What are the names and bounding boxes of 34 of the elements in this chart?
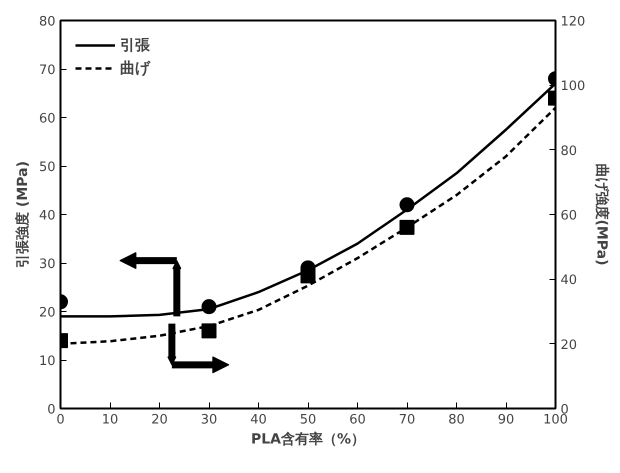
y2-tick-label: 20	[560, 338, 578, 353]
y-tick-label: 40	[38, 208, 56, 224]
legend-label: 曲げ	[120, 58, 150, 78]
x-tick-label: 70	[398, 412, 416, 428]
y-tick-label: 70	[38, 63, 56, 78]
y2-tick-label: 100	[560, 79, 586, 94]
y2-axis-title: 曲げ強度(MPa)	[593, 163, 610, 266]
point	[202, 299, 216, 314]
x-tick-label: 30	[200, 412, 218, 428]
legend-label: 引張	[120, 36, 150, 54]
x-tick-label: 20	[151, 412, 168, 428]
x-tick-label: 50	[300, 412, 316, 428]
x-tick-label: 90	[498, 412, 514, 428]
x-tick-label: 80	[448, 412, 465, 428]
x-tick-label: 40	[250, 412, 267, 428]
y2-tick-label: 40	[560, 273, 578, 288]
point	[400, 197, 414, 212]
y-tick-label: 20	[38, 306, 56, 320]
y-tick-label: 50	[38, 160, 56, 175]
x-axis-title: PLA含有率（%）	[250, 430, 366, 448]
y2-tick-label: 60	[560, 208, 578, 224]
x-tick-label: 10	[102, 412, 118, 428]
y-tick-label: 10	[38, 354, 56, 369]
y-tick-label: 60	[38, 112, 56, 126]
point	[202, 323, 216, 338]
y-tick-label: 30	[38, 257, 56, 272]
x-tick-label: 60	[349, 412, 366, 428]
y-tick-label: 80	[38, 14, 56, 30]
y2-tick-label: 80	[560, 144, 578, 159]
point	[300, 268, 316, 284]
y-axis-title: 引張強度 (MPa)	[14, 161, 31, 268]
y2-tick-label: 120	[560, 14, 586, 30]
y-tick-label: 0	[47, 402, 56, 418]
point	[400, 220, 414, 235]
